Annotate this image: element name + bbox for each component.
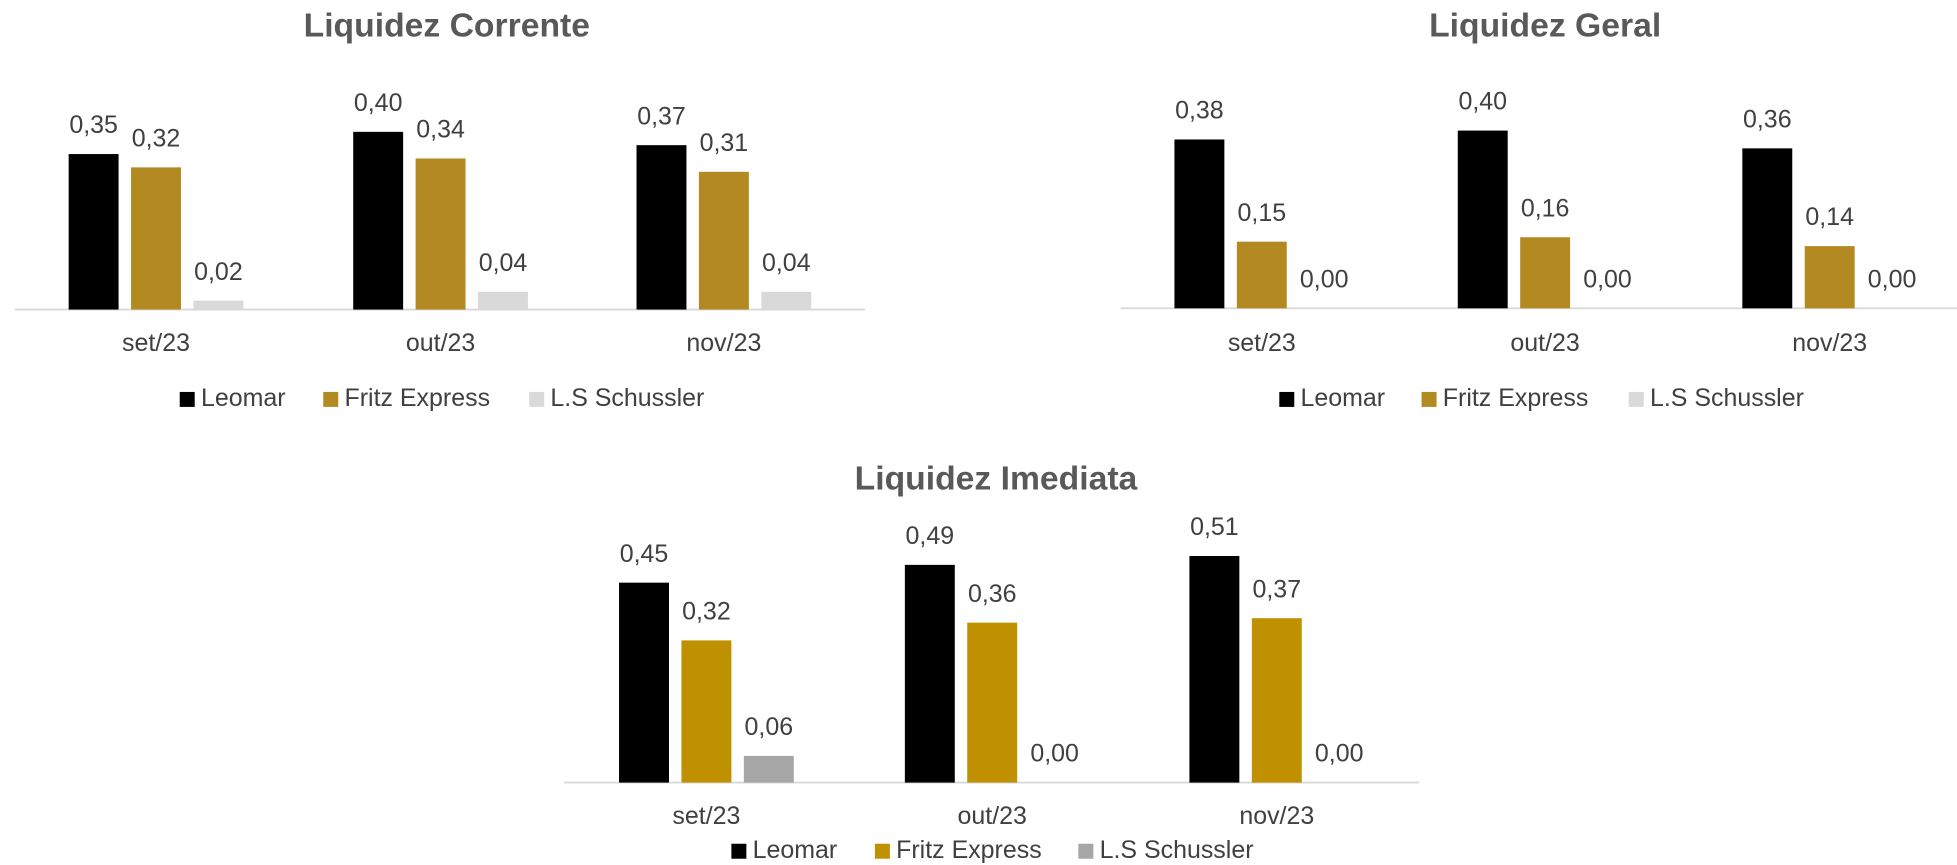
- legend-label: Fritz Express: [1443, 384, 1589, 412]
- legend-label: Leomar: [1301, 384, 1386, 412]
- legend-swatch: [1078, 843, 1094, 859]
- x-tick-label: nov/23: [1239, 802, 1314, 830]
- data-label: 0,00: [1868, 265, 1917, 293]
- bar: [131, 167, 181, 310]
- data-label: 0,37: [637, 102, 686, 130]
- bar: [68, 154, 119, 310]
- bar: [761, 291, 812, 310]
- x-tick-label: nov/23: [686, 329, 761, 357]
- x-tick-label: set/23: [122, 329, 190, 357]
- data-label: 0,00: [1030, 740, 1079, 768]
- data-label: 0,00: [1583, 265, 1632, 293]
- bar: [193, 300, 244, 310]
- bar: [478, 291, 528, 310]
- data-label: 0,06: [745, 713, 794, 741]
- legend-swatch: [1421, 391, 1437, 407]
- data-label: 0,40: [1458, 88, 1507, 116]
- data-label: 0,34: [416, 116, 465, 144]
- data-label: 0,40: [354, 89, 403, 117]
- x-tick-label: out/23: [1510, 329, 1579, 357]
- legend-swatch: [323, 391, 339, 407]
- bar: [415, 158, 466, 310]
- legend-swatch: [731, 843, 747, 859]
- bar: [698, 171, 749, 310]
- data-label: 0,45: [620, 540, 669, 568]
- data-label: 0,51: [1190, 513, 1239, 541]
- bar: [1457, 130, 1508, 309]
- legend-label: Leomar: [201, 384, 286, 412]
- legend-label: Fritz Express: [344, 384, 490, 412]
- legend-swatch: [1279, 391, 1295, 407]
- bar: [1189, 555, 1240, 783]
- data-label: 0,00: [1300, 265, 1349, 293]
- legend-swatch: [1628, 391, 1644, 407]
- bar: [1742, 148, 1793, 309]
- legend-label: L.S Schussler: [1650, 384, 1804, 412]
- bar: [636, 145, 687, 310]
- legend-swatch: [179, 391, 195, 407]
- bar: [1804, 246, 1855, 309]
- data-label: 0,38: [1175, 97, 1224, 125]
- chart-title: Liquidez Geral: [1429, 7, 1661, 44]
- bar: [1520, 237, 1571, 309]
- data-label: 0,37: [1253, 575, 1302, 603]
- bar: [967, 622, 1018, 783]
- x-tick-label: set/23: [1228, 329, 1296, 357]
- legend-label: Fritz Express: [896, 836, 1042, 864]
- bar: [1236, 241, 1287, 309]
- bar: [743, 755, 794, 783]
- data-label: 0,32: [682, 598, 731, 626]
- legend-swatch: [874, 843, 890, 859]
- bar: [353, 131, 404, 310]
- chart-title: Liquidez Corrente: [304, 7, 590, 44]
- data-label: 0,15: [1238, 199, 1287, 227]
- data-label: 0,02: [194, 258, 243, 286]
- data-label: 0,14: [1805, 203, 1854, 231]
- x-tick-label: out/23: [406, 329, 475, 357]
- data-label: 0,16: [1521, 194, 1570, 222]
- data-label: 0,32: [132, 125, 181, 153]
- bar: [1174, 139, 1225, 309]
- data-label: 0,31: [700, 129, 749, 157]
- x-tick-label: out/23: [958, 802, 1027, 830]
- bar: [681, 640, 732, 783]
- bar: [1251, 618, 1302, 783]
- data-label: 0,36: [968, 580, 1017, 608]
- legend-swatch: [529, 391, 545, 407]
- legend-label: L.S Schussler: [1100, 836, 1254, 864]
- data-label: 0,35: [69, 111, 118, 139]
- data-label: 0,49: [906, 522, 955, 550]
- bar: [619, 582, 669, 783]
- bar: [904, 564, 955, 783]
- legend-label: Leomar: [753, 836, 838, 864]
- x-tick-label: nov/23: [1792, 329, 1867, 357]
- chart-title: Liquidez Imediata: [855, 460, 1138, 497]
- legend-label: L.S Schussler: [550, 384, 704, 412]
- data-label: 0,00: [1315, 740, 1364, 768]
- data-label: 0,04: [479, 249, 528, 277]
- x-tick-label: set/23: [672, 802, 740, 830]
- data-label: 0,04: [762, 249, 811, 277]
- data-label: 0,36: [1743, 105, 1792, 133]
